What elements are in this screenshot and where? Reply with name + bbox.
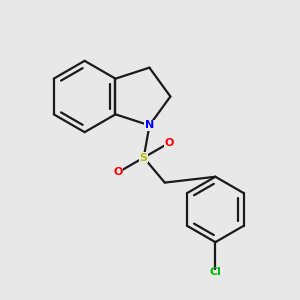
Text: O: O [165,138,174,148]
Text: N: N [145,120,154,130]
Text: O: O [113,167,123,177]
Text: Cl: Cl [209,267,221,277]
Text: S: S [140,153,148,163]
